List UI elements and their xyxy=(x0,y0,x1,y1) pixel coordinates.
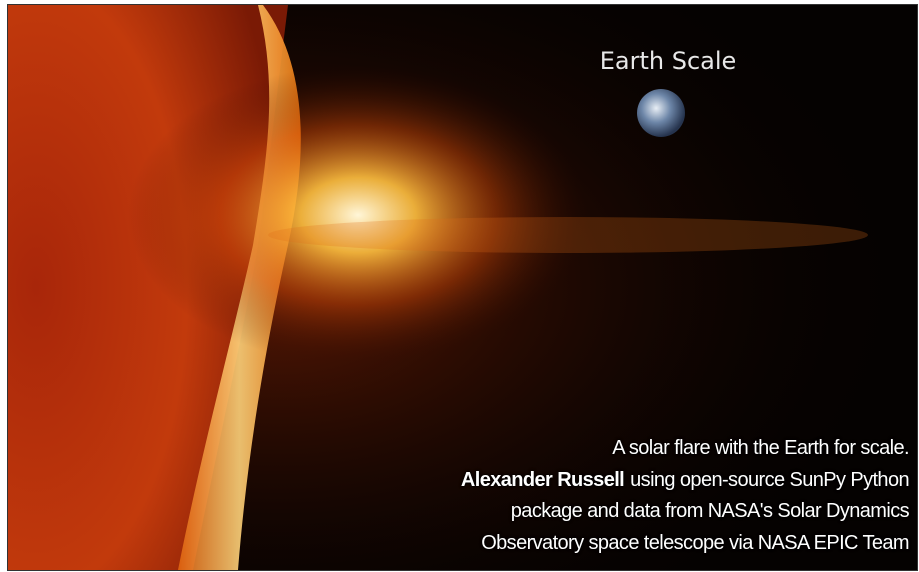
photo: Earth Scale A solar flare with the Earth… xyxy=(7,4,918,571)
caption-line: A solar flare with the Earth for scale. xyxy=(461,433,909,465)
caption: A solar flare with the Earth for scale. … xyxy=(461,433,909,559)
caption-line: package and data from NASA's Solar Dynam… xyxy=(461,496,909,528)
author: Alexander Russell xyxy=(461,469,624,491)
caption-line: Alexander Russell using open-source SunPy… xyxy=(461,465,909,497)
caption-line: Observatory space telescope via NASA EPI… xyxy=(461,528,909,560)
scale-label: Earth Scale xyxy=(568,47,768,75)
caption-text: using open-source SunPy Python xyxy=(630,469,909,491)
earth xyxy=(637,89,685,137)
